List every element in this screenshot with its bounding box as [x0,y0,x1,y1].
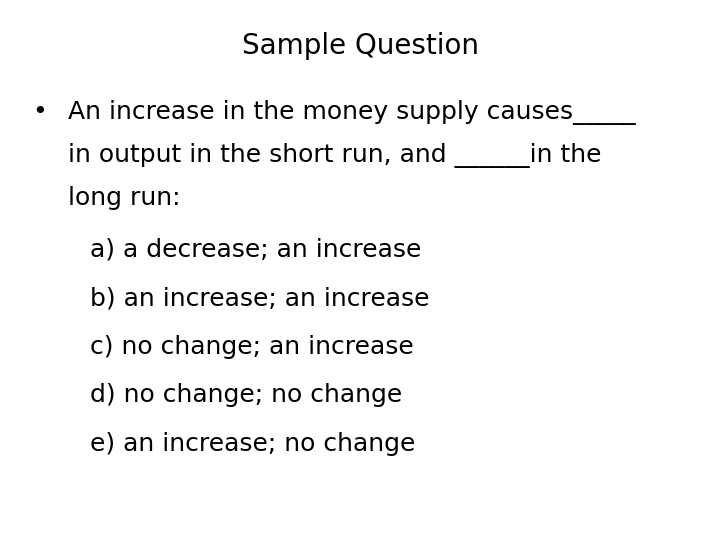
Text: Sample Question: Sample Question [241,32,479,60]
Text: b) an increase; an increase: b) an increase; an increase [90,286,430,310]
Text: An increase in the money supply causes_____: An increase in the money supply causes__… [68,100,636,125]
Text: a) a decrease; an increase: a) a decrease; an increase [90,238,421,261]
Text: long run:: long run: [68,186,181,210]
Text: e) an increase; no change: e) an increase; no change [90,432,415,456]
Text: d) no change; no change: d) no change; no change [90,383,402,407]
Text: c) no change; an increase: c) no change; an increase [90,335,414,359]
Text: in output in the short run, and ______in the: in output in the short run, and ______in… [68,143,602,168]
Text: •: • [32,100,47,124]
